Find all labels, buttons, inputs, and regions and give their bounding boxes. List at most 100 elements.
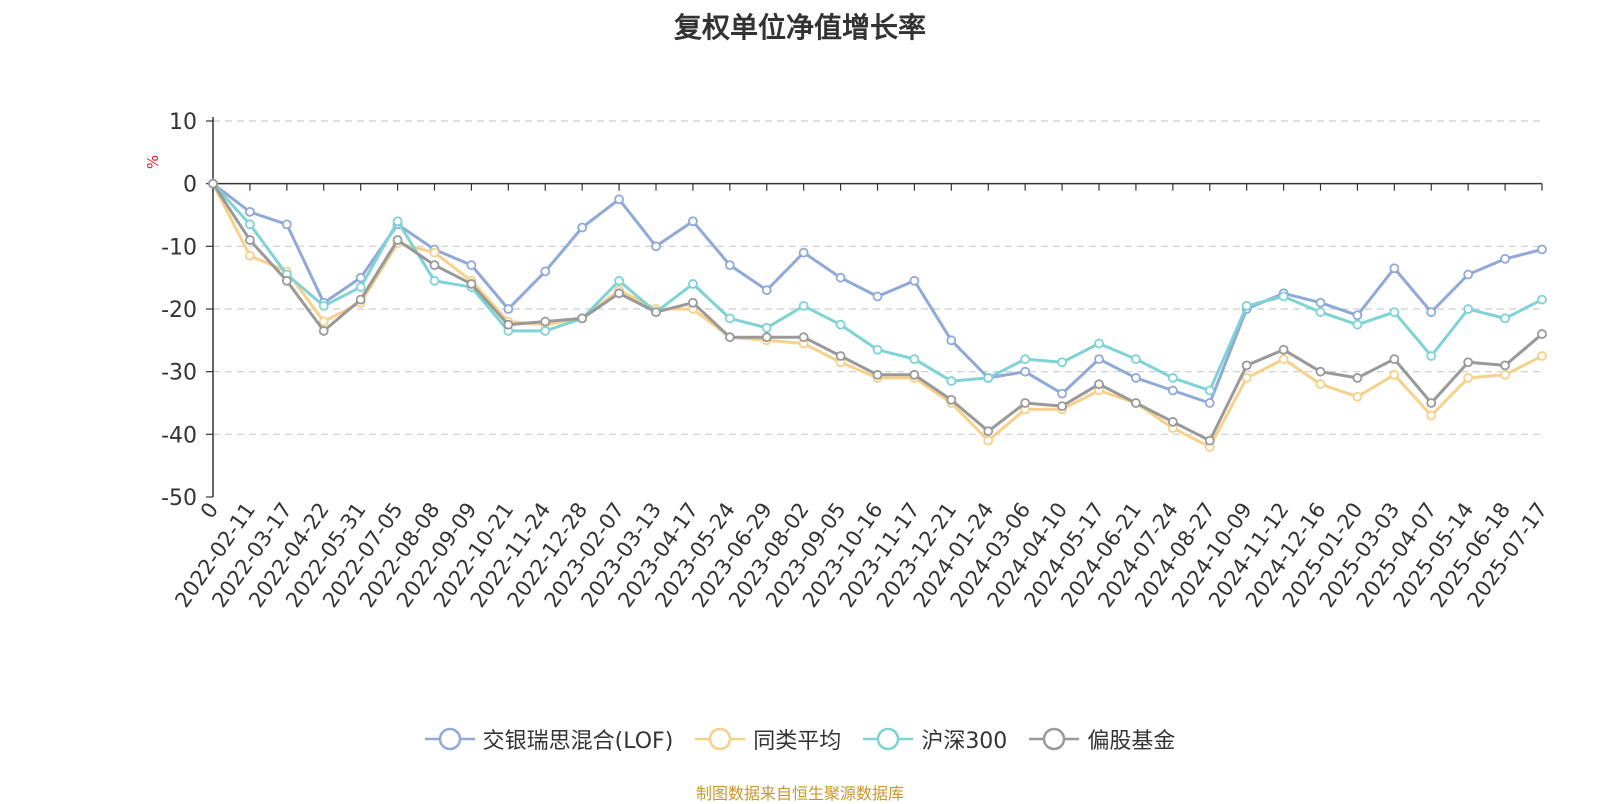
y-tick-label: -30 <box>161 361 197 386</box>
series-point <box>503 319 514 330</box>
series-point <box>1537 294 1547 305</box>
series-point <box>1131 398 1141 408</box>
series-point <box>1389 354 1400 365</box>
series-point <box>724 313 735 324</box>
series-point <box>1315 307 1326 318</box>
legend-item-1[interactable]: 同类平均 <box>695 723 841 755</box>
series-point <box>1167 373 1178 383</box>
series-point <box>688 297 698 308</box>
x-tick-label: 0 <box>196 498 223 523</box>
series-point <box>1241 300 1252 311</box>
series-point <box>1204 385 1215 396</box>
series-point <box>1463 269 1474 280</box>
series-point <box>872 344 883 355</box>
series-point <box>983 426 994 437</box>
series-point <box>429 275 440 286</box>
series-point <box>798 247 809 258</box>
legend-item-0[interactable]: 交银瑞思混合(LOF) <box>424 723 674 755</box>
series-point <box>1426 398 1437 408</box>
series-point <box>614 194 624 205</box>
legend-label: 同类平均 <box>753 729 842 754</box>
y-tick-label: -10 <box>161 235 197 260</box>
series-point <box>761 322 772 333</box>
series-point <box>429 260 440 271</box>
legend-swatch-icon <box>424 727 475 751</box>
series-point <box>1131 354 1141 365</box>
series-point <box>1463 304 1474 314</box>
series-point <box>1389 369 1400 380</box>
source-note: 制图数据来自恒生聚源数据库 <box>695 784 904 803</box>
series-point <box>392 235 403 245</box>
series-point <box>946 335 957 346</box>
series-point <box>1020 366 1031 377</box>
legend-item-3[interactable]: 偏股基金 <box>1029 723 1175 755</box>
series-point <box>1389 263 1400 274</box>
y-tick-label: -20 <box>161 298 197 323</box>
y-tick-label: 10 <box>169 110 197 135</box>
chart-legend[interactable]: 交银瑞思混合(LOF) 同类平均 沪深300 偏股基金 <box>0 722 1600 756</box>
series-point <box>761 332 772 343</box>
series-point <box>1500 369 1510 380</box>
series-point <box>1278 354 1289 365</box>
series-point <box>245 235 255 245</box>
series-point <box>1241 373 1252 383</box>
series-point <box>540 266 551 277</box>
legend-label: 沪深300 <box>921 729 1008 754</box>
legend-label: 偏股基金 <box>1087 729 1176 754</box>
line-chart: 100-10-20-30-40-50%02022-02-112022-03-17… <box>144 110 1552 612</box>
series-point <box>1020 354 1031 365</box>
series-point <box>245 250 255 261</box>
series-point <box>1278 344 1289 355</box>
legend-item-2[interactable]: 沪深300 <box>863 723 1007 755</box>
series-point <box>983 435 994 446</box>
series-point <box>1278 291 1289 302</box>
series-point <box>429 247 440 258</box>
series-point <box>466 260 477 271</box>
series-point <box>1352 391 1363 402</box>
legend-swatch-icon <box>1029 727 1080 751</box>
series-point <box>872 369 883 380</box>
series-point <box>1204 435 1215 446</box>
series-point <box>1131 373 1141 383</box>
series-point <box>1315 379 1326 390</box>
series-point <box>688 279 698 289</box>
series-point <box>946 394 957 405</box>
series-point <box>281 219 292 230</box>
series-point <box>835 351 846 361</box>
series-point <box>1463 357 1474 368</box>
series-point <box>1426 307 1437 318</box>
series-point <box>798 332 809 343</box>
series-point <box>1537 351 1547 361</box>
series-point <box>245 219 255 230</box>
chart-title: 复权单位净值增长率 <box>673 11 926 44</box>
series-point <box>1352 310 1363 321</box>
series-point <box>1500 313 1510 324</box>
series-point <box>724 332 735 343</box>
series-point <box>503 304 514 314</box>
series-point <box>724 260 735 271</box>
legend-label: 交银瑞思混合(LOF) <box>482 729 674 754</box>
series-point <box>392 216 403 227</box>
series-point <box>909 275 920 286</box>
series-point <box>1167 416 1178 427</box>
series-point <box>614 288 624 299</box>
series-point <box>651 307 661 318</box>
series-line-1 <box>211 183 1543 449</box>
series-point <box>761 285 772 296</box>
series-point <box>1241 360 1252 371</box>
series-point <box>1426 351 1437 361</box>
series-point <box>1057 357 1067 368</box>
series-point <box>1094 354 1104 365</box>
series-point <box>1352 373 1363 383</box>
series-point <box>318 316 329 327</box>
series-point <box>983 373 994 383</box>
series-point <box>245 206 255 217</box>
series-point <box>540 326 551 336</box>
series-point <box>1500 360 1510 371</box>
series-point <box>318 300 329 311</box>
series-point <box>1094 379 1104 390</box>
series-point <box>835 319 846 330</box>
series-point <box>1204 398 1215 408</box>
series-point <box>577 222 588 233</box>
series-point <box>1057 388 1067 399</box>
